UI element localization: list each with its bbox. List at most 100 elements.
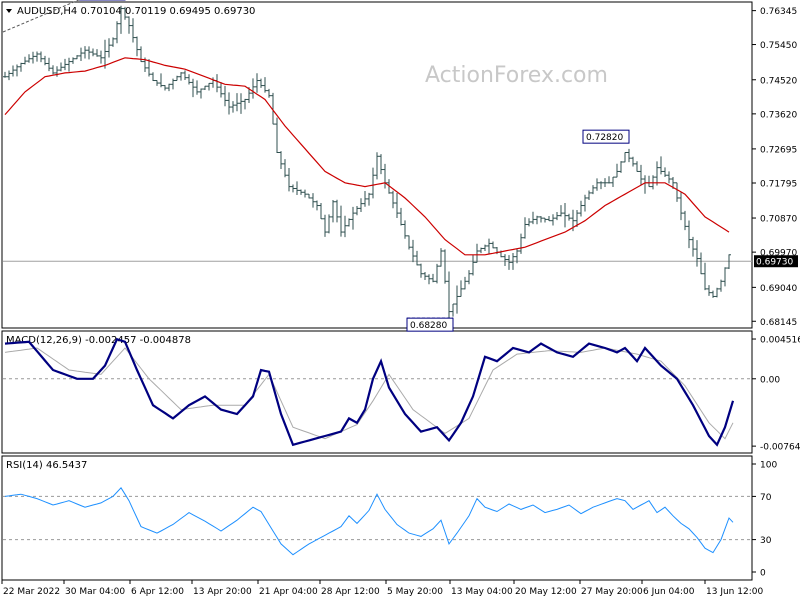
price-bar bbox=[359, 198, 363, 213]
price-bar bbox=[707, 285, 711, 296]
price-bar bbox=[347, 218, 351, 227]
macd-line bbox=[4, 337, 735, 447]
price-bar bbox=[315, 200, 319, 211]
price-bar bbox=[383, 163, 387, 189]
price-bar bbox=[123, 6, 127, 20]
time-tick-label: 28 Apr 12:00 bbox=[321, 587, 380, 597]
price-bar bbox=[135, 36, 139, 57]
price-bar bbox=[427, 274, 431, 285]
price-bar bbox=[103, 39, 107, 69]
price-bar bbox=[99, 50, 103, 64]
price-bar bbox=[215, 74, 219, 93]
price-tick-label: 0.75450 bbox=[760, 41, 797, 51]
rsi-panel-frame bbox=[1, 455, 753, 581]
price-bar bbox=[635, 161, 639, 172]
watermark-text: ActionForex.com bbox=[425, 63, 608, 88]
price-bar bbox=[339, 205, 343, 237]
rsi-tick-label: 30 bbox=[760, 536, 772, 546]
price-bar bbox=[343, 215, 347, 238]
price-panel-title: AUDUSD,H4 0.70104 0.70119 0.69495 0.6973… bbox=[17, 6, 255, 17]
price-bar bbox=[607, 176, 611, 184]
rsi-tick-label: 70 bbox=[760, 493, 772, 503]
price-bar bbox=[223, 85, 227, 107]
price-bar bbox=[19, 62, 23, 72]
price-bar bbox=[367, 192, 371, 206]
price-bar bbox=[691, 236, 695, 257]
price-bar bbox=[371, 167, 375, 199]
price-bar bbox=[227, 92, 231, 115]
price-bar bbox=[643, 175, 647, 194]
price-bar bbox=[147, 59, 151, 77]
time-tick-label: 22 Mar 2022 bbox=[3, 587, 60, 597]
macd-panel-title: MACD(12,26,9) -0.002457 -0.004878 bbox=[6, 335, 191, 346]
price-bar bbox=[331, 200, 335, 223]
price-bar bbox=[591, 185, 595, 195]
price-bar bbox=[243, 98, 247, 110]
price-bar bbox=[579, 200, 583, 217]
price-bar bbox=[487, 238, 491, 255]
price-bar bbox=[639, 164, 643, 186]
price-bar bbox=[87, 46, 91, 60]
price-bar bbox=[83, 46, 87, 59]
price-bar bbox=[43, 55, 47, 66]
price-bar bbox=[363, 191, 367, 207]
price-bar bbox=[255, 73, 259, 93]
price-bar bbox=[335, 199, 339, 223]
price-bar bbox=[703, 262, 707, 291]
price-bar bbox=[583, 194, 587, 212]
price-bar bbox=[163, 85, 167, 91]
price-bar bbox=[323, 214, 327, 237]
price-bar bbox=[59, 62, 63, 72]
price-bar bbox=[131, 18, 135, 43]
macd-tick-label: 0.00 bbox=[760, 375, 780, 385]
price-bar bbox=[547, 216, 551, 222]
price-bar bbox=[415, 250, 419, 266]
price-bar bbox=[47, 57, 51, 72]
price-bar bbox=[439, 248, 443, 267]
price-bar bbox=[631, 156, 635, 167]
annotation-label: 0.72820 bbox=[586, 133, 623, 143]
price-bar bbox=[663, 167, 667, 178]
price-bar bbox=[307, 193, 311, 199]
price-bar bbox=[27, 54, 31, 63]
price-tick-label: 0.72695 bbox=[760, 145, 797, 155]
price-bar bbox=[167, 83, 171, 92]
price-bar bbox=[311, 193, 315, 208]
price-bar bbox=[543, 217, 547, 223]
price-bar bbox=[659, 156, 663, 175]
price-bar bbox=[51, 65, 55, 75]
price-bar bbox=[295, 181, 299, 195]
price-bar bbox=[695, 240, 699, 267]
price-bar bbox=[351, 206, 355, 230]
price-bar bbox=[431, 273, 435, 283]
price-bar bbox=[23, 56, 27, 65]
price-bar bbox=[15, 64, 19, 77]
price-bar bbox=[95, 49, 99, 57]
price-bar bbox=[191, 78, 195, 98]
price-bar bbox=[599, 181, 603, 190]
current-price-label: 0.69730 bbox=[756, 258, 793, 268]
price-bar bbox=[407, 235, 411, 250]
price-bar bbox=[207, 82, 211, 91]
price-bar bbox=[231, 101, 235, 113]
price-bar bbox=[111, 37, 115, 47]
price-bar bbox=[611, 176, 615, 188]
price-bar bbox=[263, 77, 267, 93]
price-tick-label: 0.68145 bbox=[760, 318, 797, 328]
rsi-axis: 100 70 30 0 bbox=[3, 461, 777, 579]
price-bar bbox=[179, 72, 183, 81]
price-bar bbox=[3, 71, 7, 78]
price-bar bbox=[451, 303, 455, 317]
annotation-box bbox=[406, 317, 454, 332]
price-bar bbox=[183, 70, 187, 80]
price-bar bbox=[79, 47, 83, 62]
macd-panel-frame bbox=[1, 330, 753, 454]
price-bar bbox=[219, 82, 223, 98]
price-bar bbox=[447, 271, 451, 321]
rsi-line bbox=[4, 486, 734, 556]
moving-average-line bbox=[4, 57, 730, 256]
price-tick-label: 0.69970 bbox=[760, 249, 797, 259]
price-bar bbox=[507, 255, 511, 270]
